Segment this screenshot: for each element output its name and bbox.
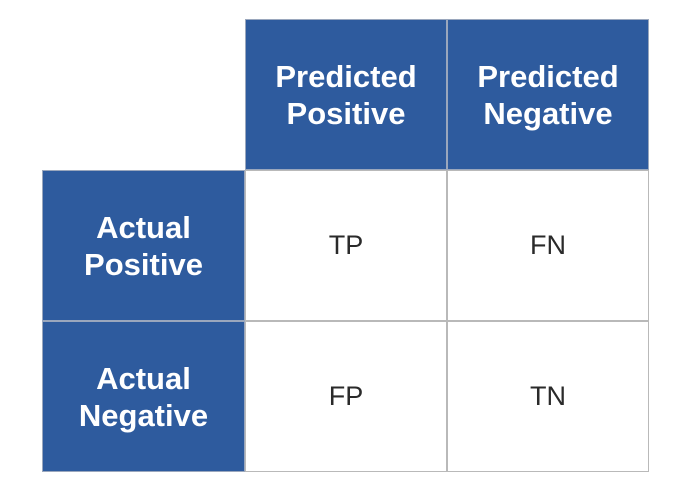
- cell-label: FP: [328, 381, 364, 411]
- column-header-line: Predicted: [275, 58, 417, 94]
- row-header-line: Actual: [96, 209, 191, 245]
- row-header-line: Negative: [78, 397, 209, 433]
- cell-label: TP: [328, 230, 364, 260]
- column-header-line: Negative: [483, 95, 613, 131]
- row-header-line: Positive: [84, 246, 203, 282]
- row-header-actual-positive: Actual Positive: [42, 170, 245, 321]
- row-header-actual-negative: Actual Negative: [42, 321, 245, 472]
- cell-false-negative: FN: [447, 170, 649, 321]
- cell-true-positive: TP: [245, 170, 447, 321]
- row-header-line: Actual: [96, 360, 191, 396]
- cell-true-negative: TN: [447, 321, 649, 472]
- column-header-line: Positive: [286, 95, 406, 131]
- column-header-line: Predicted: [477, 58, 619, 94]
- column-header-predicted-negative: Predicted Negative: [447, 19, 649, 170]
- cell-label: FN: [530, 230, 566, 260]
- cell-false-positive: FP: [245, 321, 447, 472]
- column-header-predicted-positive: Predicted Positive: [245, 19, 447, 170]
- cell-label: TN: [530, 381, 566, 411]
